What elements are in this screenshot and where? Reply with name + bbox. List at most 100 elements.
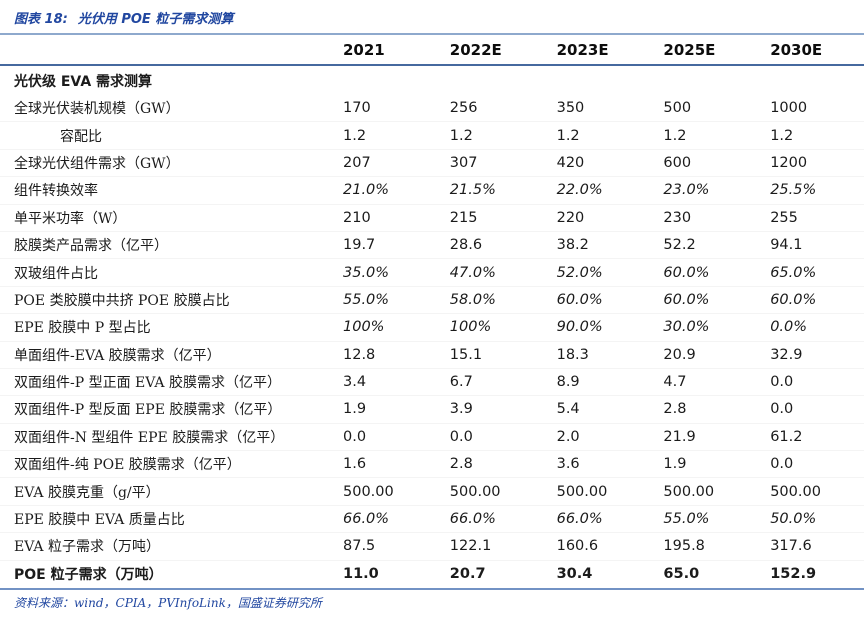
- table-header-row: 2021 2022E 2023E 2025E 2030E: [0, 35, 864, 66]
- cell-value: 0.0%: [770, 319, 808, 336]
- row-label: 单平米功率（W）: [14, 210, 127, 227]
- cell-value: 1.2: [343, 127, 367, 144]
- cell-value: 11.0: [343, 566, 379, 583]
- cell-value: 170: [343, 100, 371, 117]
- cell-value: 60.0%: [663, 291, 710, 308]
- table-row: EPE 胶膜中 P 型占比 100% 100% 90.0% 30.0% 0.0%: [0, 314, 864, 342]
- cell-value: 8.9: [556, 374, 580, 391]
- row-label: EPE 胶膜中 P 型占比: [14, 320, 151, 337]
- table-row: 双面组件-N 型组件 EPE 胶膜需求（亿平） 0.0 0.0 2.0 21.9 61.2: [0, 424, 864, 452]
- table-body: 全球光伏装机规模（GW） 170 256 350 500 1000 容配比 1.2 1.2 1.2…: [0, 95, 864, 591]
- cell-value: 500: [663, 100, 692, 117]
- cell-value: 65.0%: [770, 264, 817, 281]
- cell-value: 90.0%: [556, 319, 603, 336]
- cell-value: 500.00: [343, 483, 394, 500]
- cell-value: 30.4: [556, 566, 593, 583]
- cell-value: 2.0: [556, 428, 580, 445]
- cell-value: 19.7: [343, 237, 376, 254]
- cell-value: 32.9: [770, 346, 803, 363]
- table-row: POE 粒子需求（万吨） 11.0 20.7 30.4 65.0 152.9: [0, 561, 864, 588]
- cell-value: 87.5: [343, 538, 376, 555]
- row-label: 双面组件-P 型反面 EPE 胶膜需求（亿平）: [14, 402, 282, 419]
- table-row: 单面组件-EVA 胶膜需求（亿平） 12.8 15.1 18.3 20.9 32.9: [0, 342, 864, 369]
- table-row: 双玻组件占比 35.0% 47.0% 52.0% 60.0% 65.0%: [0, 259, 864, 287]
- row-label: 双面组件-P 型正面 EVA 胶膜需求（亿平）: [14, 375, 281, 392]
- table-row: 单平米功率（W） 210 215 220 230 255: [0, 205, 864, 232]
- cell-value: 500.00: [770, 483, 821, 500]
- cell-value: 60.0%: [770, 291, 817, 308]
- cell-value: 0.0: [449, 428, 473, 445]
- column-header-2022E: 2022E: [449, 40, 502, 59]
- cell-value: 18.3: [556, 346, 589, 363]
- cell-value: 94.1: [770, 237, 803, 254]
- table-row: 容配比 1.2 1.2 1.2 1.2 1.2: [0, 122, 864, 150]
- section-header-label: 光伏级 EVA 需求测算: [14, 73, 153, 90]
- cell-value: 1.2: [556, 127, 580, 144]
- cell-value: 52.0%: [556, 264, 603, 281]
- cell-value: 35.0%: [343, 264, 390, 281]
- column-header-2021: 2021: [343, 40, 385, 59]
- row-label: 双面组件-N 型组件 EPE 胶膜需求（亿平）: [14, 429, 285, 446]
- cell-value: 122.1: [449, 538, 492, 555]
- data-table: 2021 2022E 2023E 2025E 2030E 光伏级 EVA 需求测算 全球…: [0, 35, 864, 591]
- cell-value: 60.0%: [556, 291, 603, 308]
- table-row: 全球光伏装机规模（GW） 170 256 350 500 1000: [0, 95, 864, 123]
- row-label: EPE 胶膜中 EVA 质量占比: [14, 512, 185, 529]
- cell-value: 6.7: [449, 374, 473, 391]
- cell-value: 1.9: [663, 456, 687, 473]
- cell-value: 0.0: [770, 401, 794, 418]
- cell-value: 65.0: [663, 566, 700, 583]
- cell-value: 12.8: [343, 346, 376, 363]
- cell-value: 500.00: [663, 483, 715, 500]
- table-row: EVA 粒子需求（万吨） 87.5 122.1 160.6 195.8 317.6: [0, 533, 864, 561]
- table-row: 双面组件-P 型正面 EVA 胶膜需求（亿平） 3.4 6.7 8.9 4.7 0.0: [0, 369, 864, 397]
- cell-value: 22.0%: [556, 182, 603, 199]
- cell-value: 52.2: [663, 237, 696, 254]
- figure-title-text: 光伏用 POE 粒子需求测算: [77, 12, 234, 27]
- cell-value: 66.0%: [449, 511, 496, 528]
- table-row: 双面组件-纯 POE 胶膜需求（亿平） 1.6 2.8 3.6 1.9 0.0: [0, 451, 864, 479]
- cell-value: 230: [663, 209, 692, 226]
- cell-value: 21.9: [663, 428, 696, 445]
- cell-value: 38.2: [556, 237, 589, 254]
- cell-value: 100%: [449, 319, 492, 336]
- cell-value: 61.2: [770, 428, 803, 445]
- cell-value: 207: [343, 154, 371, 171]
- row-label: 双玻组件占比: [14, 265, 98, 282]
- table-row: EPE 胶膜中 EVA 质量占比 66.0% 66.0% 66.0% 55.0% 50.0…: [0, 506, 864, 534]
- cell-value: 317.6: [770, 538, 812, 555]
- column-header-2030E: 2030E: [770, 40, 823, 59]
- cell-value: 500.00: [449, 483, 501, 500]
- cell-value: 2.8: [449, 456, 473, 473]
- cell-value: 152.9: [770, 566, 817, 583]
- cell-value: 1000: [770, 100, 808, 117]
- cell-value: 0.0: [770, 374, 794, 391]
- cell-value: 3.9: [449, 401, 473, 418]
- cell-value: 195.8: [663, 538, 705, 555]
- cell-value: 3.4: [343, 374, 367, 391]
- row-label: 全球光伏装机规模（GW）: [14, 101, 180, 118]
- table-row: 胶膜类产品需求（亿平） 19.7 28.6 38.2 52.2 94.1: [0, 232, 864, 260]
- table-row: 全球光伏组件需求（GW） 207 307 420 600 1200: [0, 150, 864, 178]
- cell-value: 30.0%: [663, 319, 710, 336]
- cell-value: 1.2: [449, 127, 473, 144]
- cell-value: 2.8: [663, 401, 687, 418]
- row-label: EVA 胶膜克重（g/平）: [14, 484, 160, 501]
- cell-value: 5.4: [556, 401, 580, 418]
- row-label: POE 类胶膜中共挤 POE 胶膜占比: [14, 292, 230, 309]
- cell-value: 55.0%: [663, 511, 710, 528]
- cell-value: 55.0%: [343, 291, 390, 308]
- cell-value: 66.0%: [556, 511, 603, 528]
- cell-value: 160.6: [556, 538, 599, 555]
- figure-title: 图表 18: 光伏用 POE 粒子需求测算: [0, 0, 864, 35]
- cell-value: 21.5%: [449, 182, 496, 199]
- cell-value: 100%: [343, 319, 385, 336]
- cell-value: 47.0%: [449, 264, 496, 281]
- cell-value: 220: [556, 209, 585, 226]
- cell-value: 50.0%: [770, 511, 817, 528]
- cell-value: 215: [449, 209, 478, 226]
- cell-value: 1200: [770, 154, 808, 171]
- cell-value: 15.1: [449, 346, 483, 363]
- cell-value: 420: [556, 154, 585, 171]
- table-row: POE 类胶膜中共挤 POE 胶膜占比 55.0% 58.0% 60.0% 60.0% 6…: [0, 287, 864, 315]
